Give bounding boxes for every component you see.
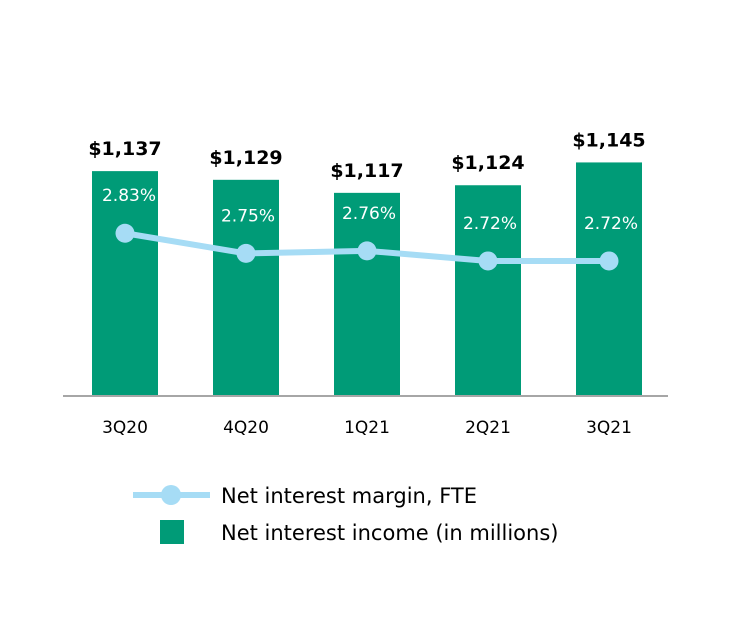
- labels-group: $1,137 $1,129 $1,117 $1,124 $1,145 2.83% 2.75%…: [88, 129, 645, 234]
- bar-value-label: $1,137: [88, 138, 161, 160]
- x-tick-label: 3Q21: [586, 418, 632, 438]
- x-tick-label: 2Q21: [465, 418, 511, 438]
- bar-3Q20: [92, 171, 158, 396]
- bars-group: [92, 162, 642, 396]
- margin-line-group: [115, 223, 619, 271]
- bar-value-label: $1,145: [572, 129, 645, 151]
- bar-value-label: $1,124: [451, 152, 524, 174]
- margin-value-label: 2.72%: [463, 214, 517, 234]
- legend-label-income: Net interest income (in millions): [221, 521, 558, 545]
- x-tick-label: 3Q20: [102, 418, 148, 438]
- legend-line-marker: [161, 485, 181, 505]
- margin-value-label: 2.72%: [584, 214, 638, 234]
- x-tick-label: 4Q20: [223, 418, 269, 438]
- margin-point-4Q20: [236, 243, 256, 263]
- bar-2Q21: [455, 185, 521, 396]
- bar-value-label: $1,117: [330, 160, 403, 182]
- legend: Net interest margin, FTE Net interest inc…: [133, 484, 558, 545]
- margin-point-3Q21: [599, 251, 619, 271]
- bar-value-label: $1,129: [209, 147, 282, 169]
- margin-value-label: 2.75%: [221, 206, 275, 226]
- bar-3Q21: [576, 162, 642, 396]
- bar-4Q20: [213, 179, 279, 396]
- x-ticks-group: 3Q20 4Q20 1Q21 2Q21 3Q21: [102, 418, 632, 438]
- margin-value-label: 2.76%: [342, 204, 396, 224]
- x-tick-label: 1Q21: [344, 418, 390, 438]
- legend-bar-swatch: [160, 520, 184, 544]
- bar-1Q21: [334, 192, 400, 396]
- margin-point-2Q21: [478, 251, 498, 271]
- legend-label-margin: Net interest margin, FTE: [221, 484, 477, 508]
- margin-value-label: 2.83%: [102, 186, 156, 206]
- margin-point-1Q21: [357, 241, 377, 261]
- margin-point-3Q20: [115, 223, 135, 243]
